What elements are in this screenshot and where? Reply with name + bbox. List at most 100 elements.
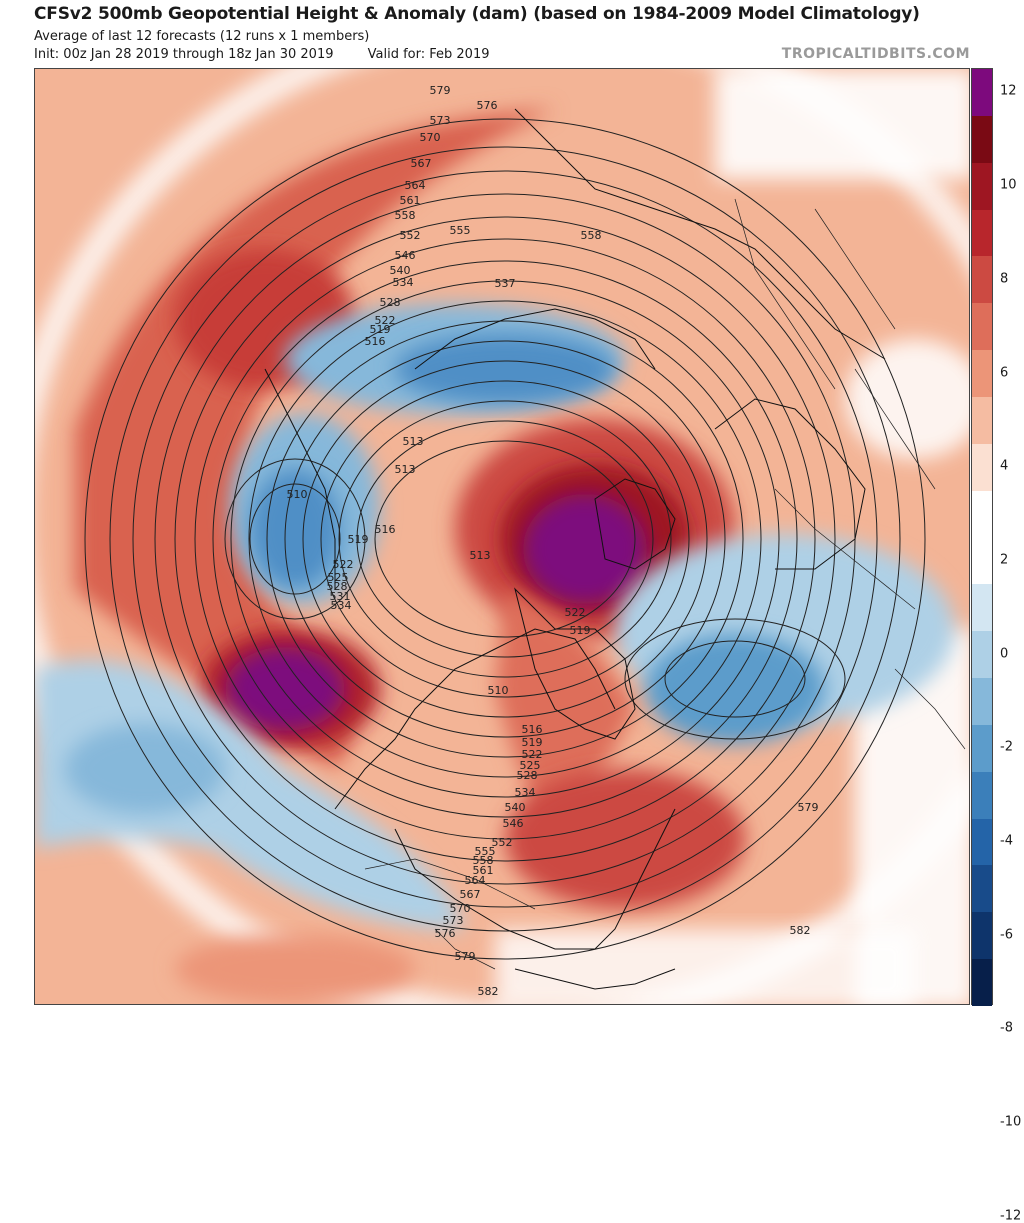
contour-label: 525 — [520, 759, 541, 772]
contour-label: 534 — [515, 786, 536, 799]
contour-label: 555 — [475, 845, 496, 858]
contour-label: 567 — [411, 157, 432, 170]
colorbar-tick-label: -10 — [1000, 1114, 1022, 1130]
init-text: Init: 00z Jan 28 2019 through 18z Jan 30… — [34, 47, 334, 62]
contour-label: 558 — [473, 854, 494, 867]
colorbar-segment — [972, 631, 992, 679]
borders — [364, 198, 966, 970]
colorbar-tick-label: 12 — [1000, 83, 1017, 99]
contour-label: 546 — [503, 817, 524, 830]
contour-label: 534 — [331, 599, 352, 612]
colorbar — [971, 68, 993, 1007]
colorbar-tick-label: -2 — [1000, 739, 1013, 755]
colorbar-segment — [972, 537, 992, 585]
contour-label: 528 — [380, 296, 401, 309]
contour-label: 555 — [450, 224, 471, 237]
contour-label: 513 — [403, 435, 424, 448]
map-panel: 579 576 573 570 567 564 561 558 555 552 546 540 537 5… — [34, 68, 970, 1005]
contour-label: 564 — [405, 179, 426, 192]
contour-label: 564 — [465, 874, 486, 887]
colorbar-tick-label: 10 — [1000, 177, 1017, 193]
chart-title: CFSv2 500mb Geopotential Height & Anomal… — [34, 4, 920, 24]
contour-label: 525 — [328, 571, 349, 584]
colorbar-segment — [972, 350, 992, 398]
init-line: Init: 00z Jan 28 2019 through 18z Jan 30… — [34, 47, 490, 62]
contour-label: 519 — [348, 533, 369, 546]
colorbar-segment — [972, 209, 992, 257]
contour-label: 579 — [798, 801, 819, 814]
colorbar-segment — [972, 396, 992, 445]
colorbar-tick-label: 2 — [1000, 552, 1009, 568]
contour-label: 516 — [375, 523, 396, 536]
contour-label: 582 — [478, 985, 499, 998]
contour-label: 516 — [522, 723, 543, 736]
coastlines — [264, 108, 886, 990]
contour-label: 573 — [443, 914, 464, 927]
chart-subtitle: Average of last 12 forecasts (12 runs x … — [34, 29, 370, 44]
contour-label: 561 — [400, 194, 421, 207]
contour-label: 546 — [395, 249, 416, 262]
colorbar-segment — [972, 678, 992, 726]
contour-label: 528 — [517, 769, 538, 782]
colorbar-segment — [972, 256, 992, 304]
contour-label: 540 — [390, 264, 411, 277]
contour-label: 558 — [581, 229, 602, 242]
contour-label: 513 — [395, 463, 416, 476]
colorbar-tick-label: 4 — [1000, 458, 1009, 474]
colorbar-tick-label: 8 — [1000, 271, 1009, 287]
colorbar-segment — [972, 912, 992, 960]
colorbar-segment — [972, 959, 992, 1007]
contour-label: 522 — [565, 606, 586, 619]
contour-label: 519 — [570, 624, 591, 637]
contour-label: 570 — [450, 902, 471, 915]
contour-label: 537 — [495, 277, 516, 290]
contour-label: 573 — [430, 114, 451, 127]
colorbar-tick-label: 6 — [1000, 365, 1009, 381]
contour-label: 552 — [492, 836, 513, 849]
contour-label: 540 — [505, 801, 526, 814]
contour-label: 510 — [287, 488, 308, 501]
colorbar-segment — [972, 771, 992, 820]
colorbar-tick-label: -12 — [1000, 1208, 1022, 1223]
contour-label: 528 — [327, 580, 348, 593]
contour-label: 579 — [430, 84, 451, 97]
colorbar-segment — [972, 443, 992, 492]
colorbar-segment — [972, 490, 992, 538]
valid-text: Valid for: Feb 2019 — [367, 47, 490, 62]
contour-label: 552 — [400, 229, 421, 242]
contour-label: 570 — [420, 131, 441, 144]
contour-label: 519 — [370, 323, 391, 336]
colorbar-segment — [972, 584, 992, 632]
contour-label: 558 — [395, 209, 416, 222]
colorbar-segment — [972, 162, 992, 211]
contour-label: 510 — [488, 684, 509, 697]
colorbar-segment — [972, 724, 992, 773]
contour-label: 516 — [365, 335, 386, 348]
colorbar-segment — [972, 303, 992, 351]
colorbar-segment — [972, 69, 992, 117]
contour-label: 576 — [477, 99, 498, 112]
contour-label: 582 — [790, 924, 811, 937]
contour-label: 522 — [522, 748, 543, 761]
colorbar-tick-label: -8 — [1000, 1020, 1013, 1036]
contour-label: 567 — [460, 888, 481, 901]
colorbar-segment — [972, 865, 992, 913]
contour-label: 522 — [375, 314, 396, 327]
anomaly-map: 5795765735705675645615585555525465405375… — [35, 69, 969, 1004]
colorbar-tick-label: 0 — [1000, 646, 1009, 662]
contour-label: 561 — [473, 864, 494, 877]
brand-watermark: TROPICALTIDBITS.COM — [781, 46, 970, 62]
colorbar-segment — [972, 818, 992, 866]
contour-label: 522 — [333, 558, 354, 571]
contour-label: 531 — [330, 590, 351, 603]
contour-label: 519 — [522, 736, 543, 749]
contour-label: 534 — [393, 276, 414, 289]
contour-labels: 5795765735705675645615585555525465405375… — [287, 84, 819, 998]
contour-label: 513 — [470, 549, 491, 562]
contour-label: 576 — [435, 927, 456, 940]
anomaly-field — [35, 69, 969, 1004]
colorbar-tick-label: -6 — [1000, 927, 1013, 943]
colorbar-segment — [972, 115, 992, 164]
colorbar-tick-label: -4 — [1000, 833, 1013, 849]
contour-label: 579 — [455, 950, 476, 963]
